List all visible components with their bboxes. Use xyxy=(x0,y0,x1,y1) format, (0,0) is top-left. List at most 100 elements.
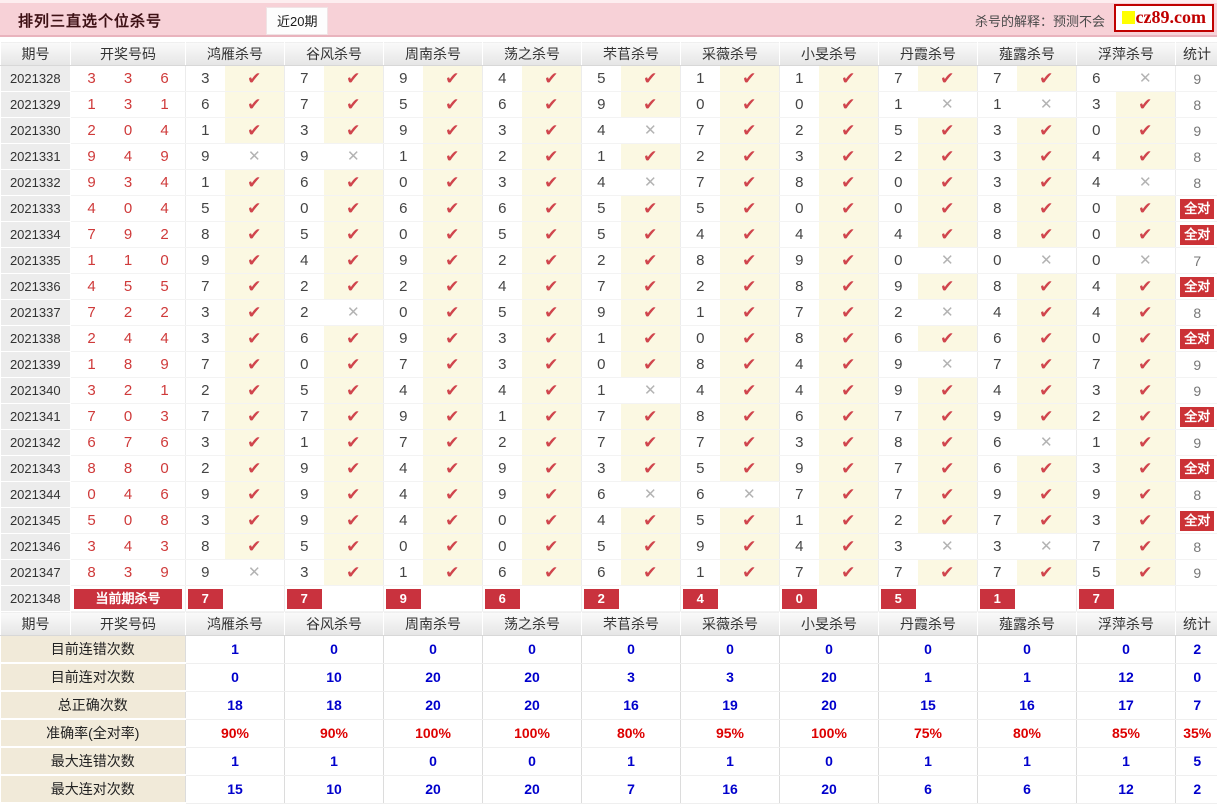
mark-cell: ✔ xyxy=(720,378,780,404)
col-header-killer-3: 周南杀号 xyxy=(384,42,483,66)
site-logo[interactable]: cz89.com xyxy=(1114,4,1214,32)
kill-number: 2 xyxy=(384,274,423,300)
check-icon: ✔ xyxy=(1039,199,1053,218)
mark-cell: ✔ xyxy=(621,274,681,300)
check-icon: ✔ xyxy=(247,407,261,426)
mark-cell: ✕ xyxy=(1017,430,1077,456)
mark-cell: ✔ xyxy=(918,274,978,300)
period-cell: 2021346 xyxy=(1,534,71,560)
mark-cell: ✔ xyxy=(819,196,879,222)
summary-value: 0 xyxy=(384,747,483,775)
current-kill-cell: 7 xyxy=(285,586,324,612)
kill-number: 7 xyxy=(978,66,1017,92)
check-icon: ✔ xyxy=(841,147,855,166)
kill-number: 7 xyxy=(879,560,918,586)
check-icon: ✔ xyxy=(940,381,954,400)
cross-icon: ✕ xyxy=(941,96,954,113)
draw-numbers: 0 4 6 xyxy=(71,482,186,508)
summary-value: 100% xyxy=(780,719,879,747)
mark-cell: ✔ xyxy=(1116,456,1176,482)
check-icon: ✔ xyxy=(940,173,954,192)
mark-cell: ✔ xyxy=(522,482,582,508)
mark-cell: ✔ xyxy=(225,378,285,404)
kill-number: 3 xyxy=(186,66,225,92)
mark-cell: ✔ xyxy=(918,196,978,222)
summary-value: 1 xyxy=(186,636,285,664)
summary-label: 最大连对次数 xyxy=(1,775,186,803)
draw-numbers: 8 3 9 xyxy=(71,560,186,586)
mark-cell: ✔ xyxy=(522,456,582,482)
col-header-numbers: 开奖号码 xyxy=(71,42,186,66)
check-icon: ✔ xyxy=(643,303,657,322)
mark-cell-empty xyxy=(720,586,780,612)
check-icon: ✔ xyxy=(643,433,657,452)
mark-cell: ✕ xyxy=(621,170,681,196)
stat-cell: 8 xyxy=(1176,144,1217,170)
kill-number: 9 xyxy=(681,534,720,560)
check-icon: ✔ xyxy=(247,303,261,322)
kill-number: 0 xyxy=(483,534,522,560)
check-icon: ✔ xyxy=(742,563,756,582)
kill-number: 4 xyxy=(681,378,720,404)
mark-cell: ✔ xyxy=(423,118,483,144)
summary-value: 1 xyxy=(582,747,681,775)
mark-cell: ✔ xyxy=(522,144,582,170)
recent-20-tab[interactable]: 近20期 xyxy=(266,7,328,35)
check-icon: ✔ xyxy=(544,251,558,270)
draw-numbers: 9 3 4 xyxy=(71,170,186,196)
mark-cell: ✔ xyxy=(720,430,780,456)
kill-number: 7 xyxy=(186,404,225,430)
stat-cell: 全对 xyxy=(1176,274,1217,300)
summary-value: 16 xyxy=(582,691,681,719)
check-icon: ✔ xyxy=(1039,303,1053,322)
mark-cell: ✔ xyxy=(1116,404,1176,430)
stat-cell: 9 xyxy=(1176,66,1217,92)
check-icon: ✔ xyxy=(445,433,459,452)
check-icon: ✔ xyxy=(346,121,360,140)
kill-number: 7 xyxy=(879,404,918,430)
current-kill-cell: 9 xyxy=(384,586,423,612)
check-icon: ✔ xyxy=(742,225,756,244)
mark-cell: ✔ xyxy=(720,508,780,534)
mark-cell: ✔ xyxy=(324,274,384,300)
kill-number: 0 xyxy=(582,352,621,378)
mark-cell: ✔ xyxy=(918,456,978,482)
summary-value: 20 xyxy=(483,691,582,719)
mark-cell: ✔ xyxy=(522,534,582,560)
mark-cell: ✔ xyxy=(423,482,483,508)
summary-value: 0 xyxy=(681,636,780,664)
check-icon: ✔ xyxy=(247,537,261,556)
mark-cell: ✔ xyxy=(522,118,582,144)
mark-cell: ✔ xyxy=(423,430,483,456)
summary-value: 100% xyxy=(483,719,582,747)
check-icon: ✔ xyxy=(544,407,558,426)
summary-value: 20 xyxy=(483,663,582,691)
check-icon: ✔ xyxy=(1138,121,1152,140)
kill-number: 8 xyxy=(780,326,819,352)
kill-number: 6 xyxy=(582,482,621,508)
check-icon: ✔ xyxy=(544,277,558,296)
stat-cell: 8 xyxy=(1176,534,1217,560)
check-icon: ✔ xyxy=(544,147,558,166)
mark-cell: ✔ xyxy=(522,404,582,430)
check-icon: ✔ xyxy=(247,225,261,244)
check-icon: ✔ xyxy=(742,173,756,192)
table-body: 期号开奖号码鸿雁杀号谷风杀号周南杀号荡之杀号芣苢杀号采薇杀号小旻杀号丹霞杀号薤露… xyxy=(1,42,1217,804)
col-header-killer-1: 鸿雁杀号 xyxy=(186,42,285,66)
mark-cell: ✔ xyxy=(225,274,285,300)
kill-number: 9 xyxy=(384,248,423,274)
kill-number: 3 xyxy=(483,170,522,196)
mark-cell: ✕ xyxy=(225,144,285,170)
cross-icon: ✕ xyxy=(1040,538,1053,555)
mark-cell: ✔ xyxy=(918,482,978,508)
current-kill-cell: 1 xyxy=(978,586,1017,612)
mark-cell: ✕ xyxy=(324,300,384,326)
check-icon: ✔ xyxy=(643,199,657,218)
stat-cell: 全对 xyxy=(1176,196,1217,222)
kill-number: 5 xyxy=(1077,560,1116,586)
check-icon: ✔ xyxy=(841,251,855,270)
check-icon: ✔ xyxy=(346,277,360,296)
kill-number: 0 xyxy=(1077,326,1116,352)
